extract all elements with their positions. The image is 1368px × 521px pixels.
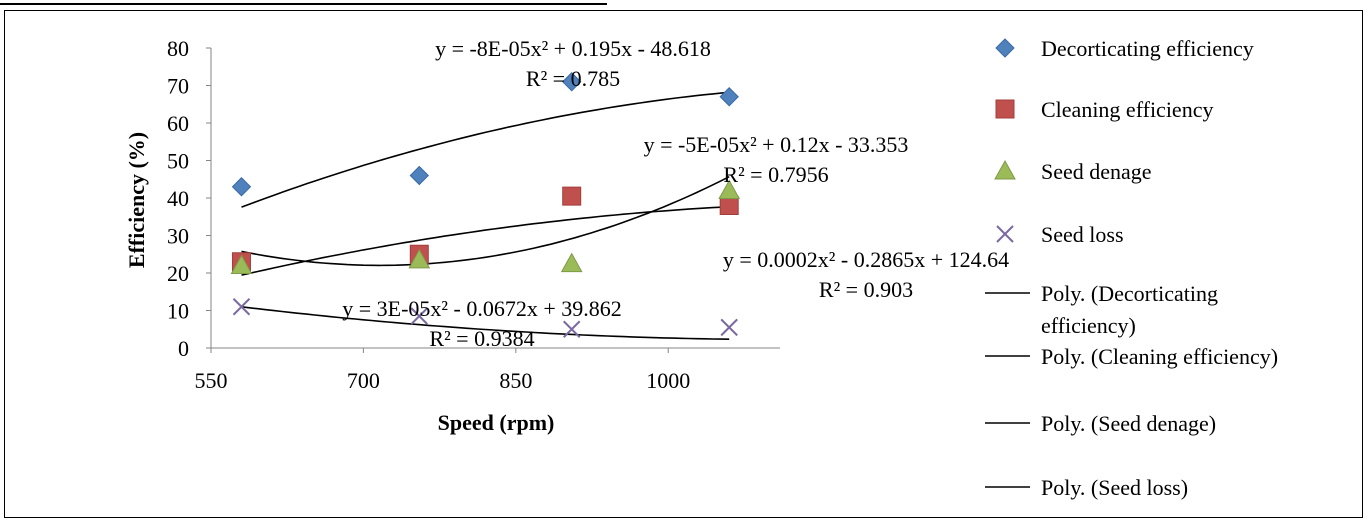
marker-x-stroke [720,318,738,337]
legend-label: Poly. (Cleaning efficiency) [1041,344,1278,369]
x-axis-title: Speed (rpm) [438,410,555,435]
chart-frame [4,10,1363,518]
legend-item: Seed denage [994,159,1152,184]
trendline-equation: y = 3E-05x² - 0.0672x + 39.862 [342,296,622,321]
legend-label: Poly. (Decorticating efficiency) [1041,281,1218,338]
y-tick-label: 10 [167,299,189,324]
x-tick-label: 550 [195,368,228,393]
marker-triangle [230,254,253,274]
marker-triangle [560,252,583,273]
y-tick-label: 70 [167,74,189,99]
y-tick-label: 80 [167,36,189,61]
marker-diamond [409,165,430,186]
trendline-1 [241,205,730,276]
axes: 0 10 20 30 40 50 60 70 80 550 700 850 1000 [167,36,780,393]
y-tick-label: 0 [178,336,189,361]
legend-label: Seed denage [1041,159,1152,184]
marker-x [562,320,581,338]
legend-item: Poly. (Seed denage) [985,411,1216,436]
y-tick-label: 40 [167,186,189,211]
x-tick-label: 850 [499,368,532,393]
trendline-equation: y = 0.0002x² - 0.2865x + 124.64 [723,247,1009,272]
trendline-equation: y = -8E-05x² + 0.195x - 48.618 [435,36,711,61]
legend-item: Decorticating efficiency [995,36,1254,61]
x-tick-label: 700 [347,368,380,393]
y-tick-label: 50 [167,149,189,174]
marker-x-stroke [232,298,251,316]
legend-label-line: efficiency) [1041,313,1136,338]
y-tick-label: 30 [167,224,189,249]
legend-marker-square [995,99,1015,119]
legend-label: Poly. (Seed loss) [1041,475,1188,500]
x-tick-label: 1000 [646,368,690,393]
legend-label: Poly. (Seed denage) [1041,411,1216,436]
top-rule [0,3,607,5]
y-axis-title: Efficiency (%) [124,132,149,268]
trendline-equation: y = -5E-05x² + 0.12x - 33.353 [644,132,909,157]
marker-diamond [231,177,252,197]
trendlines [241,91,730,340]
legend-marker-triangle [994,159,1016,180]
marker-triangle [718,179,741,199]
legend-item: Poly. (Seed loss) [985,475,1188,500]
trendline-r-squared: R² = 0.903 [819,277,913,302]
y-tick-label: 20 [167,261,189,286]
legend-label-line: Poly. (Decorticating [1041,281,1218,306]
legend-marker-x-stroke [996,225,1014,243]
legend-item: Poly. (Decorticating efficiency) [985,281,1218,338]
legend-label: Seed loss [1041,222,1124,247]
legend-item: Poly. (Cleaning efficiency) [985,344,1278,369]
marker-square [719,196,739,215]
trendline-r-squared: R² = 0.7956 [723,162,828,187]
trendline-r-squared: R² = 0.9384 [429,326,534,351]
marker-diamond [719,87,739,107]
trendline-3 [241,306,730,340]
legend-item: Cleaning efficiency [995,97,1213,122]
trendline-2 [241,175,730,267]
legend-marker-diamond [995,38,1015,58]
marker-square [562,186,582,206]
data-markers [230,72,741,338]
marker-x [720,318,738,337]
marker-x [410,307,429,325]
marker-x [232,298,251,316]
trendline-0 [241,91,730,208]
marker-diamond [561,72,582,92]
legend-label: Decorticating efficiency [1041,36,1254,61]
legend: Decorticating efficiency Cleaning efficie… [985,36,1278,500]
marker-triangle [408,248,431,269]
trendline-r-squared: R² = 0.785 [526,66,620,91]
marker-x-stroke [410,307,429,325]
legend-marker-x [996,225,1014,243]
legend-item: Seed loss [996,222,1124,247]
trendline-equations: y = -8E-05x² + 0.195x - 48.618 R² = 0.785… [342,36,1009,351]
y-tick-label: 60 [167,111,189,136]
marker-x-stroke [562,320,581,338]
legend-label: Cleaning efficiency [1041,97,1213,122]
